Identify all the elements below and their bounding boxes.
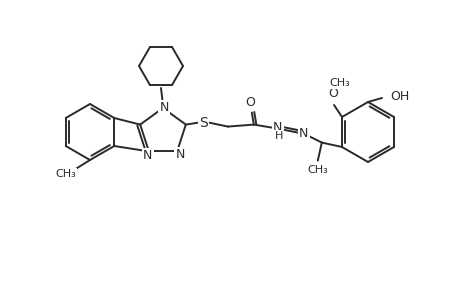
Text: CH₃: CH₃ [56,169,76,179]
Text: OH: OH [390,89,409,103]
Text: N: N [159,100,168,113]
Text: N: N [143,149,152,162]
Text: CH₃: CH₃ [329,78,350,88]
Text: H: H [274,130,282,141]
Text: N: N [273,121,282,134]
Text: CH₃: CH₃ [307,165,327,175]
Text: N: N [175,148,185,161]
Text: N: N [298,127,308,140]
Text: S: S [199,116,208,130]
Text: O: O [244,96,254,109]
Text: O: O [327,86,337,100]
